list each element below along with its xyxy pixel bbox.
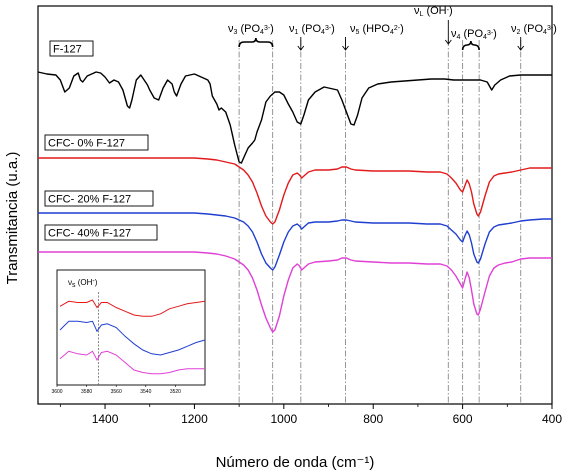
- x-tick-label-0: 1400: [92, 412, 119, 426]
- arrow-v5-head: [342, 45, 349, 51]
- series-line-3: [38, 251, 552, 333]
- legend-box-0: [49, 40, 94, 57]
- legend-box-1: [44, 134, 149, 151]
- series-line-1: [38, 157, 552, 225]
- x-axis-ticks: 1400 1200 1000 800 600 400: [59, 404, 562, 426]
- legend-box-2: [44, 190, 154, 207]
- annotation-0: ν3 (PO43-): [228, 23, 274, 36]
- plot-frame: [37, 5, 553, 405]
- inset-series-0: [59, 299, 206, 317]
- x-tick-label-1: 1200: [181, 412, 208, 426]
- inset-frame: [56, 269, 206, 386]
- inset-annotation: νs (OH-): [68, 278, 98, 289]
- x-tick-label-3: 800: [363, 412, 383, 426]
- legend-label-0: F-127: [53, 44, 82, 56]
- annotation-4: ν4 (PO43-): [451, 28, 497, 41]
- inset-tick-label-1: 3580: [81, 389, 92, 395]
- annotations: ν3 (PO43-) ν1 (PO43-) ν5 (HPO42-) νL (OH-) ν…: [228, 5, 557, 51]
- inset-series-1: [59, 320, 206, 356]
- annotation-3: νL (OH-): [414, 5, 453, 18]
- inset-content: 3600 3580 3560 3540 3520 νs (OH-): [51, 278, 206, 395]
- series-line-0: [37, 71, 552, 164]
- inset-tick-label-0: 3600: [51, 389, 62, 395]
- legend-box-3: [44, 224, 158, 241]
- x-tick-label-5: 400: [542, 412, 562, 426]
- annotation-5: ν2 (PO43-): [511, 23, 557, 36]
- inset-tick-label-3: 3540: [140, 389, 151, 395]
- brace-v3: [238, 37, 274, 48]
- brace-v4: [461, 40, 480, 51]
- arrow-v1-head: [297, 45, 305, 51]
- arrow-v2-head: [517, 45, 525, 51]
- inset-tick-label-2: 3560: [111, 389, 122, 395]
- arrow-vl-head: [444, 39, 452, 45]
- series-line-2: [38, 212, 552, 271]
- inset-tick-label-4: 3520: [170, 389, 181, 395]
- legend: F-127 CFC- 0% F-127 CFC- 20% F-127 CFC- 40%…: [44, 40, 158, 241]
- x-axis-title: Número de onda (cm⁻¹): [216, 454, 375, 471]
- annotation-1: ν1 (PO43-): [289, 23, 335, 36]
- legend-label-1: CFC- 0% F-127: [48, 138, 125, 150]
- legend-label-2: CFC- 20% F-127: [48, 194, 131, 206]
- legend-label-3: CFC- 40% F-127: [48, 228, 131, 240]
- x-tick-label-2: 1000: [270, 412, 297, 426]
- x-tick-label-4: 600: [453, 412, 473, 426]
- series-layer: [37, 71, 552, 333]
- reference-lines: [238, 40, 522, 404]
- y-axis-title: Transmitancia (u.a.): [4, 152, 21, 285]
- inset-series-2: [59, 350, 205, 375]
- annotation-2: ν5 (HPO42-): [350, 23, 404, 36]
- inset-chart: 3600 3580 3560 3540 3520 νs (OH-): [51, 269, 206, 395]
